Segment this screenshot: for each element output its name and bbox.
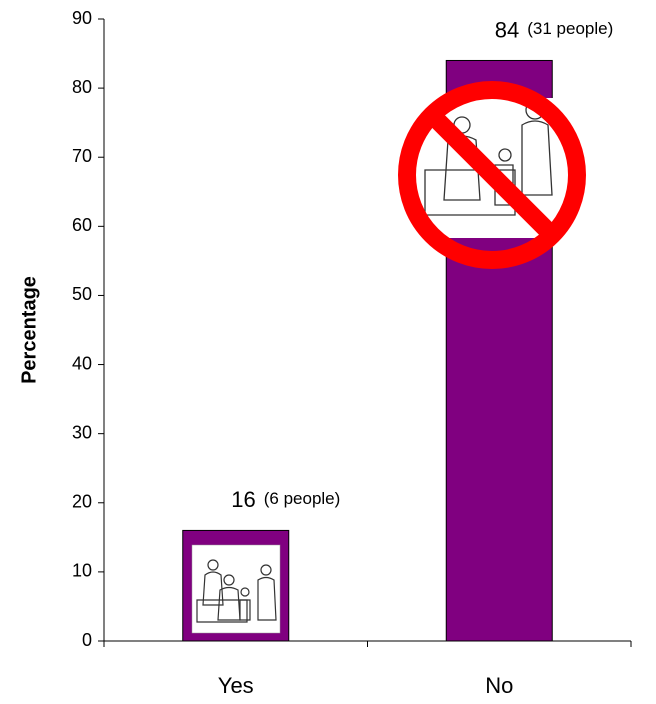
y-tick-label: 80 [72, 77, 92, 97]
illustrations [191, 81, 586, 634]
y-tick-label: 20 [72, 492, 92, 512]
y-tick-label: 0 [82, 630, 92, 650]
x-tick-label: No [485, 673, 513, 698]
x-tick-label: Yes [218, 673, 254, 698]
value-label: 16 [231, 487, 255, 512]
value-label: 84 [495, 17, 519, 42]
y-tick-label: 40 [72, 353, 92, 373]
y-axis-label: Percentage [18, 276, 40, 384]
y-tick-label: 70 [72, 146, 92, 166]
annotation: (31 people) [527, 19, 613, 38]
prohibited-family-picture [398, 81, 586, 269]
y-tick-label: 90 [72, 8, 92, 28]
y-tick-label: 50 [72, 284, 92, 304]
annotation: (6 people) [264, 489, 341, 508]
y-tick-label: 30 [72, 422, 92, 442]
y-tick-label: 60 [72, 215, 92, 235]
y-tick-label: 10 [72, 561, 92, 581]
family-picture [191, 544, 281, 634]
